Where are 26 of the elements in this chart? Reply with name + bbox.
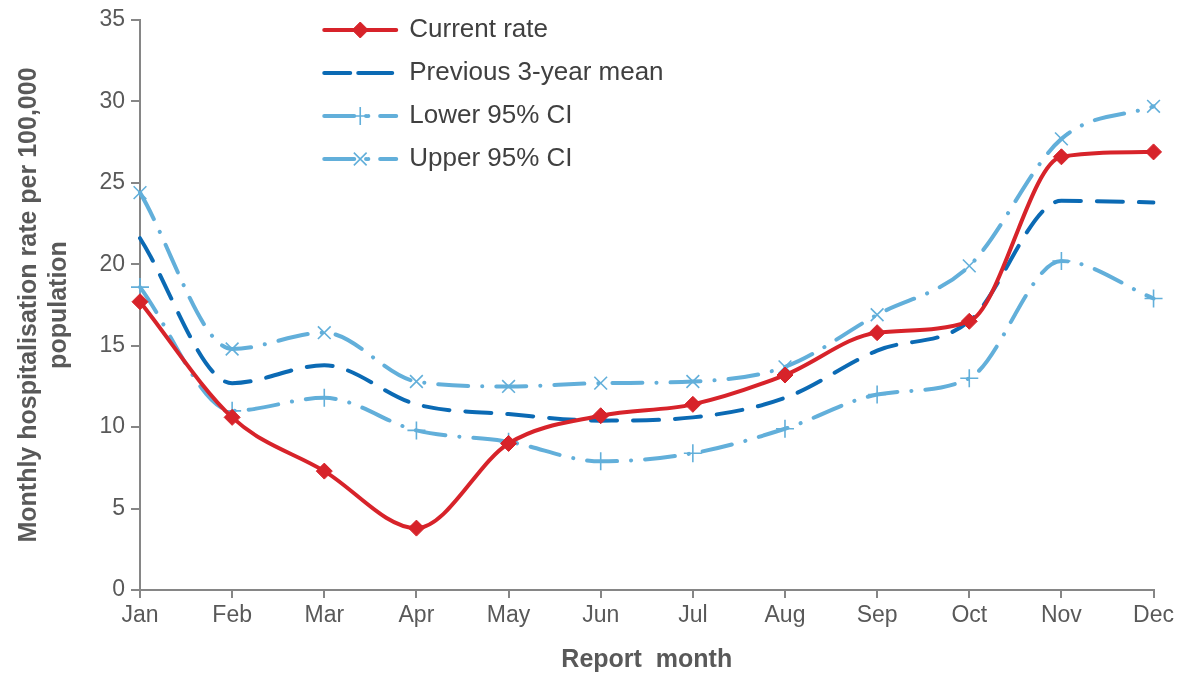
x-tick-label: Jun	[582, 601, 620, 628]
y-tick-label: 15	[99, 331, 125, 358]
y-tick-label: 25	[99, 168, 125, 195]
x-tick-label: Mar	[304, 601, 345, 628]
x-tick-label: Nov	[1040, 601, 1083, 628]
y-axis-title: Monthly hospitalisation rate per 100,000 population	[12, 67, 71, 543]
x-tick-label: Apr	[398, 601, 435, 628]
x-tick-label: Feb	[212, 601, 252, 628]
x-tick-label: Sep	[856, 601, 898, 628]
legend-label: Upper 95% CI	[409, 142, 573, 173]
y-tick-label: 35	[99, 5, 125, 32]
y-tick-label: 10	[99, 412, 125, 439]
legend-label: Current rate	[409, 13, 548, 44]
y-tick-label: 0	[112, 575, 125, 602]
x-tick-label: Jul	[678, 601, 708, 628]
legend-label: Lower 95% CI	[409, 99, 573, 130]
y-tick-label: 5	[112, 493, 125, 520]
x-tick-label: May	[486, 601, 531, 628]
x-axis-title: Report month	[561, 643, 733, 672]
y-tick-label: 30	[99, 86, 125, 113]
y-tick-label: 20	[99, 249, 125, 276]
legend-label: Previous 3-year mean	[409, 56, 664, 87]
x-tick-label: Dec	[1133, 601, 1174, 628]
x-tick-label: Jan	[121, 601, 159, 628]
x-tick-label: Oct	[951, 601, 988, 628]
x-tick-label: Aug	[764, 601, 806, 628]
